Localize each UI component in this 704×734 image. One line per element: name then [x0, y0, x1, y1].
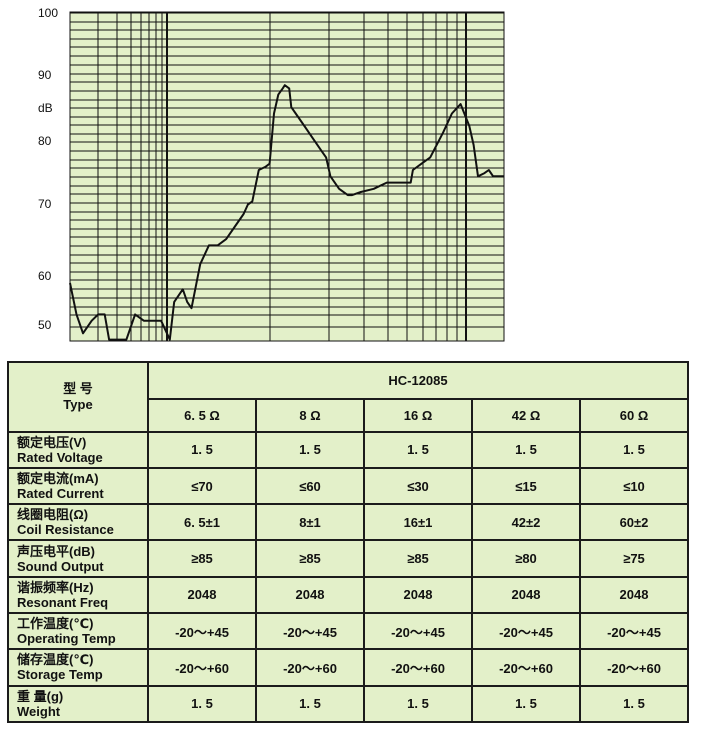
row-label-en: Resonant Freq — [17, 594, 109, 610]
row-label-en: Weight — [17, 703, 61, 719]
response-curve — [69, 84, 504, 341]
type-label-cn: 型 号 — [63, 380, 93, 396]
table-header-row: 型 号 Type HC-12085 — [7, 360, 689, 433]
model-name: HC-12085 — [147, 360, 689, 401]
variant-header-cell: 16 Ω — [363, 398, 473, 433]
chart-canvas: 100 90 80 70 60 50 dB — [38, 6, 505, 342]
table-cell: -20～+45 — [363, 612, 473, 651]
table-cell: ≥80 — [471, 539, 581, 578]
row-label-en: Storage Temp — [17, 667, 103, 683]
row-header-cell: 额定电压(V) Rated Voltage — [7, 430, 149, 469]
table-cell: 2048 — [471, 575, 581, 615]
row-label-en: Rated Voltage — [17, 449, 103, 465]
type-label-en: Type — [63, 396, 93, 412]
y-tick-label: 60 — [38, 269, 52, 283]
table-cell: 8±1 — [255, 503, 365, 542]
row-label-en: Coil Resistance — [17, 522, 114, 538]
row-label-cn: 线圈电阻(Ω) — [17, 507, 89, 523]
table-cell: ≤60 — [255, 466, 365, 506]
table-cell: -20～+60 — [255, 648, 365, 687]
table-cell: 2048 — [363, 575, 473, 615]
table-cell: ≥85 — [147, 539, 257, 578]
table-cell: -20～+60 — [471, 648, 581, 687]
table-cell: 6. 5±1 — [147, 503, 257, 542]
row-label-cn: 声压电平(dB) — [17, 543, 95, 559]
table-cell: 1. 5 — [579, 684, 689, 724]
table-row: 额定电压(V) Rated Voltage 1. 5 1. 5 1. 5 1. 5 1. 5 — [7, 430, 689, 469]
table-cell: -20～+60 — [579, 648, 689, 687]
table-cell: 1. 5 — [255, 684, 365, 724]
row-header-cell: 线圈电阻(Ω) Coil Resistance — [7, 503, 149, 542]
table-cell: 60±2 — [579, 503, 689, 542]
table-cell: 1. 5 — [363, 684, 473, 724]
row-header-cell: 储存温度(℃) Storage Temp — [7, 648, 149, 687]
row-label-cn: 额定电压(V) — [17, 434, 87, 450]
row-label-cn: 重 量(g) — [17, 688, 64, 704]
row-header-cell: 声压电平(dB) Sound Output — [7, 539, 149, 578]
table-cell: ≤15 — [471, 466, 581, 506]
table-cell: 1. 5 — [255, 430, 365, 469]
table-cell: ≥75 — [579, 539, 689, 578]
row-label-en: Rated Current — [17, 486, 104, 501]
row-label-cn: 储存温度(℃) — [17, 652, 94, 668]
table-cell: ≥85 — [363, 539, 473, 578]
row-header-cell: 工作温度(℃) Operating Temp — [7, 612, 149, 651]
table-row: 声压电平(dB) Sound Output ≥85 ≥85 ≥85 ≥80 ≥75 — [7, 539, 689, 578]
row-header-cell: 额定电流(mA) Rated Current — [7, 466, 149, 506]
row-label-en: Sound Output — [17, 558, 104, 574]
variant-header-cell: 42 Ω — [471, 398, 581, 433]
table-cell: ≤70 — [147, 466, 257, 506]
table-cell: 2048 — [579, 575, 689, 615]
table-cell: -20～+45 — [471, 612, 581, 651]
y-axis-label: dB — [38, 101, 53, 115]
table-cell: 1. 5 — [579, 430, 689, 469]
y-tick-label: 90 — [38, 68, 52, 82]
table-cell: -20～+45 — [147, 612, 257, 651]
table-cell: ≤30 — [363, 466, 473, 506]
table-cell: 16±1 — [363, 503, 473, 542]
table-cell: -20～+45 — [579, 612, 689, 651]
row-label-cn: 额定电流(mA) — [17, 471, 99, 486]
table-cell: 1. 5 — [147, 684, 257, 724]
y-tick-label: 70 — [38, 197, 52, 211]
variant-header-cell: 6. 5 Ω — [147, 398, 257, 433]
row-header-cell: 重 量(g) Weight — [7, 684, 149, 724]
table-cell: ≤10 — [579, 466, 689, 506]
table-cell: -20～+60 — [147, 648, 257, 687]
table-cell: -20～+45 — [255, 612, 365, 651]
table-cell: 42±2 — [471, 503, 581, 542]
table-cell: 2048 — [255, 575, 365, 615]
table-cell: 1. 5 — [363, 430, 473, 469]
table-row: 谐振频率(Hz) Resonant Freq 2048 2048 2048 2048 204… — [7, 575, 689, 615]
table-cell: 1. 5 — [147, 430, 257, 469]
table-row: 储存温度(℃) Storage Temp -20～+60 -20～+60 -20～+60… — [7, 648, 689, 687]
frequency-response-chart: 100 90 80 70 60 50 dB — [0, 0, 704, 350]
table-cell: 2048 — [147, 575, 257, 615]
table-cell: ≥85 — [255, 539, 365, 578]
table-row: 重 量(g) Weight 1. 5 1. 5 1. 5 1. 5 1. 5 — [7, 684, 689, 724]
row-label-cn: 工作温度(℃) — [17, 616, 94, 632]
table-row: 额定电流(mA) Rated Current ≤70 ≤60 ≤30 ≤15 ≤10 — [7, 466, 689, 506]
table-row: 线圈电阻(Ω) Coil Resistance 6. 5±1 8±1 16±1 42±2 6… — [7, 503, 689, 542]
row-header-cell: 谐振频率(Hz) Resonant Freq — [7, 575, 149, 615]
table-cell: 1. 5 — [471, 430, 581, 469]
y-tick-label: 80 — [38, 134, 52, 148]
table-cell: 1. 5 — [471, 684, 581, 724]
table-cell: -20～+60 — [363, 648, 473, 687]
type-header-cell: 型 号 Type — [7, 361, 149, 433]
y-tick-label: 50 — [38, 318, 52, 332]
variant-header-cell: 8 Ω — [255, 398, 365, 433]
variant-header-cell: 60 Ω — [579, 398, 689, 433]
row-label-cn: 谐振频率(Hz) — [17, 579, 94, 595]
y-tick-label: 100 — [38, 6, 58, 20]
row-label-en: Operating Temp — [17, 631, 116, 647]
table-row: 工作温度(℃) Operating Temp -20～+45 -20～+45 -20～+… — [7, 612, 689, 651]
